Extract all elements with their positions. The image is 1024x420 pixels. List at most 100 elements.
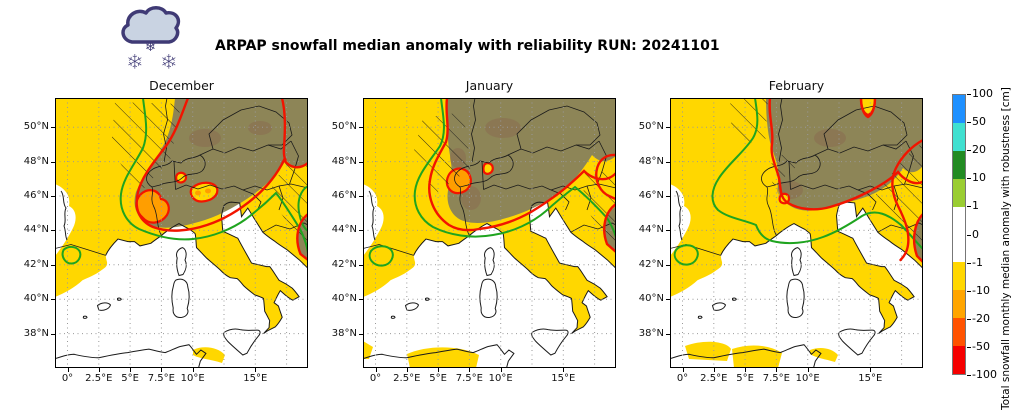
x-tick-label: 0° <box>61 373 74 384</box>
x-tick-mark <box>192 368 194 372</box>
colorbar-tick-label: 50 <box>972 115 986 129</box>
left-snowflake-icon: ❄ <box>126 50 144 74</box>
green-reliability-contour <box>711 98 923 250</box>
panel-title-january: January <box>465 78 514 93</box>
x-tick-mark <box>469 368 471 372</box>
y-tick-mark <box>51 299 55 301</box>
green-reliability-contour <box>119 98 308 254</box>
robust-brown-patch <box>814 129 846 147</box>
plot-frame <box>55 98 308 368</box>
y-tick-label: 46°N <box>23 190 49 201</box>
y-tick-label: 46°N <box>638 190 664 201</box>
colorbar-segment <box>953 95 965 123</box>
robustness-hatch-region <box>730 98 768 146</box>
y-tick-label: 48°N <box>638 155 664 167</box>
robust-brown-patch <box>189 129 221 147</box>
y-tick-mark <box>359 264 363 266</box>
colorbar-tick-mark <box>967 206 971 208</box>
green-reliability-contour <box>297 185 308 232</box>
colorbar-segment <box>953 122 965 151</box>
colorbar-tick-mark <box>967 262 971 264</box>
y-tick-mark <box>666 299 670 301</box>
x-tick-label: 5°E <box>736 373 754 384</box>
robustness-hatch-region <box>413 112 471 194</box>
island <box>711 302 727 311</box>
y-tick-label: 40°N <box>331 293 357 305</box>
red-reliability-contour <box>891 138 923 262</box>
y-tick-label: 48°N <box>331 155 357 167</box>
y-tick-mark <box>51 230 55 232</box>
plot-frame <box>363 98 616 368</box>
coastline <box>413 201 616 335</box>
red-reliability-contour <box>859 98 877 119</box>
robust-brown-patch <box>461 186 481 210</box>
country-border <box>175 184 244 191</box>
colorbar-tick-label: 20 <box>972 143 986 157</box>
red-reliability-contour <box>135 98 308 232</box>
island <box>171 278 190 319</box>
x-tick-mark <box>130 368 132 372</box>
africa-coastline <box>55 344 207 368</box>
country-border <box>790 184 859 191</box>
x-tick-label: 7.5°E <box>455 373 483 384</box>
colorbar-tick-label: 100 <box>972 87 993 100</box>
colorbar-tick-mark <box>967 150 971 152</box>
country-border <box>55 244 106 256</box>
atlantic-coastline <box>675 190 683 241</box>
colorbar-tick-mark <box>967 94 971 95</box>
x-tick-label: 15°E <box>551 373 576 384</box>
island <box>732 297 737 301</box>
colorbar-tick-label: -20 <box>972 311 990 325</box>
island <box>697 315 703 319</box>
colorbar-tick-label: -100 <box>972 368 997 381</box>
red-reliability-contour <box>603 202 616 254</box>
island <box>484 247 495 277</box>
reliability-ring <box>189 181 219 203</box>
coastline <box>720 201 923 335</box>
x-tick-label: 5°E <box>121 373 139 384</box>
y-tick-label: 44°N <box>331 224 357 236</box>
red-reliability-contour <box>296 212 308 262</box>
green-reliability-contour <box>368 245 394 267</box>
colorbar-tick-label: -1 <box>972 255 983 269</box>
africa-coastline <box>670 344 822 368</box>
y-tick-label: 44°N <box>23 224 49 236</box>
x-tick-mark <box>713 368 715 372</box>
robustness-hatch-region <box>111 102 181 194</box>
y-tick-mark <box>51 264 55 266</box>
colorbar-tick-mark <box>967 234 971 236</box>
colorbar-segment <box>953 150 965 179</box>
figure-title: ARPAP snowfall median anomaly with relia… <box>215 38 720 54</box>
island <box>176 247 187 277</box>
colorbar-segment <box>953 178 965 207</box>
colorbar <box>952 94 966 375</box>
colorbar-segment <box>953 318 965 347</box>
green-reliability-contour <box>61 245 82 265</box>
x-tick-label: 10°E <box>180 373 205 384</box>
y-tick-label: 50°N <box>23 121 49 133</box>
colorbar-title: Total snowfall monthly median anomaly wi… <box>1000 87 1012 411</box>
colorbar-segment <box>953 346 965 374</box>
coastal-yellow-patch <box>193 347 225 363</box>
island <box>82 315 88 319</box>
green-reliability-contour <box>673 244 699 266</box>
x-tick-label: 0° <box>369 373 382 384</box>
island <box>404 302 420 311</box>
y-tick-mark <box>666 264 670 266</box>
colorbar-tick-mark <box>967 346 971 348</box>
colorbar-tick-mark <box>967 318 971 320</box>
island <box>791 247 802 277</box>
island <box>223 328 261 356</box>
y-tick-mark <box>359 230 363 232</box>
panel-title-february: February <box>768 78 825 93</box>
red-reliability-contour <box>280 98 287 162</box>
robustness-hatch-region <box>766 148 802 186</box>
y-tick-mark <box>666 161 670 163</box>
x-tick-mark <box>161 368 163 372</box>
x-tick-label: 2.5°E <box>393 373 421 384</box>
y-tick-label: 38°N <box>638 327 664 339</box>
small-snowflake-icon: ❄ <box>145 40 156 55</box>
reliability-ring <box>482 162 494 175</box>
country-border <box>173 161 176 190</box>
